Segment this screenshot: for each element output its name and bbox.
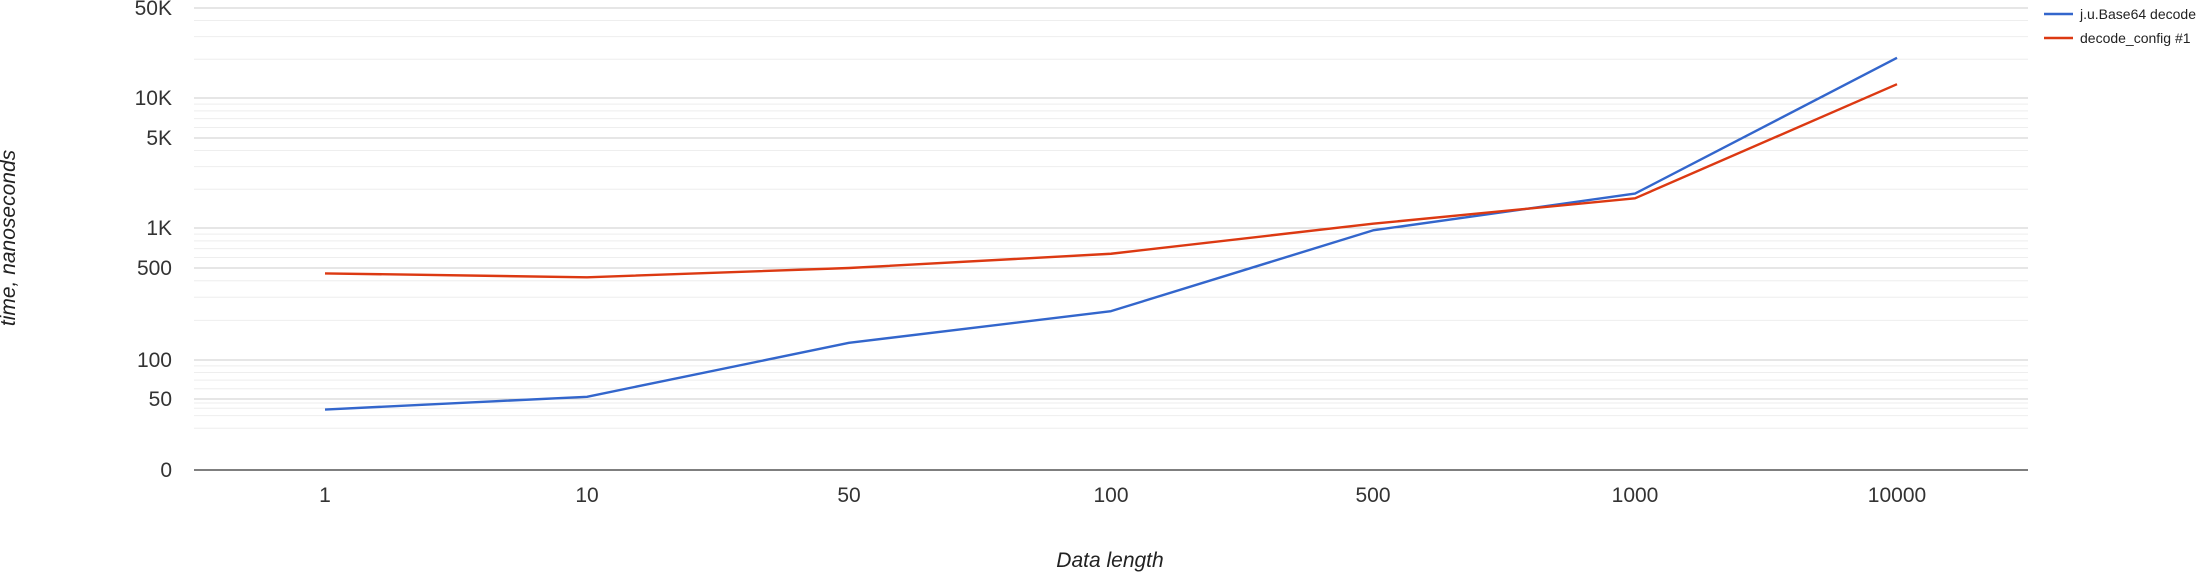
x-tick-label: 1 (319, 484, 331, 507)
y-tick-label: 50 (149, 388, 172, 411)
y-tick-label: 5K (146, 127, 172, 150)
x-tick-label: 10 (575, 484, 598, 507)
x-axis-title: Data length (1056, 549, 1163, 572)
legend-label: j.u.Base64 decode (2079, 6, 2196, 22)
y-tick-label: 10K (135, 87, 172, 110)
series-lines (324, 56, 1898, 411)
minor-gridlines (194, 19, 2028, 429)
legend-label: decode_config #1 (2080, 30, 2191, 46)
legend: j.u.Base64 decode decode_config #1 (2044, 6, 2196, 46)
x-tick-label: 10000 (1868, 484, 1926, 507)
x-tick-label: 100 (1093, 484, 1128, 507)
x-axis-ticks: 1 10 50 100 500 1000 10000 (319, 484, 1926, 507)
y-tick-label: 50K (135, 0, 172, 20)
y-tick-label: 500 (137, 257, 172, 280)
y-axis-ticks: 0 50 100 500 1K 5K 10K 50K (135, 0, 172, 482)
series-line-1 (324, 56, 1898, 411)
major-gridlines (194, 7, 2028, 400)
y-axis-title: time, nanoseconds (0, 149, 20, 326)
y-tick-label: 1K (146, 217, 172, 240)
series-line-2 (324, 83, 1898, 279)
x-tick-label: 50 (837, 484, 860, 507)
y-tick-label: 0 (160, 459, 172, 482)
x-tick-label: 1000 (1612, 484, 1659, 507)
x-tick-label: 500 (1355, 484, 1390, 507)
y-tick-label: 100 (137, 349, 172, 372)
